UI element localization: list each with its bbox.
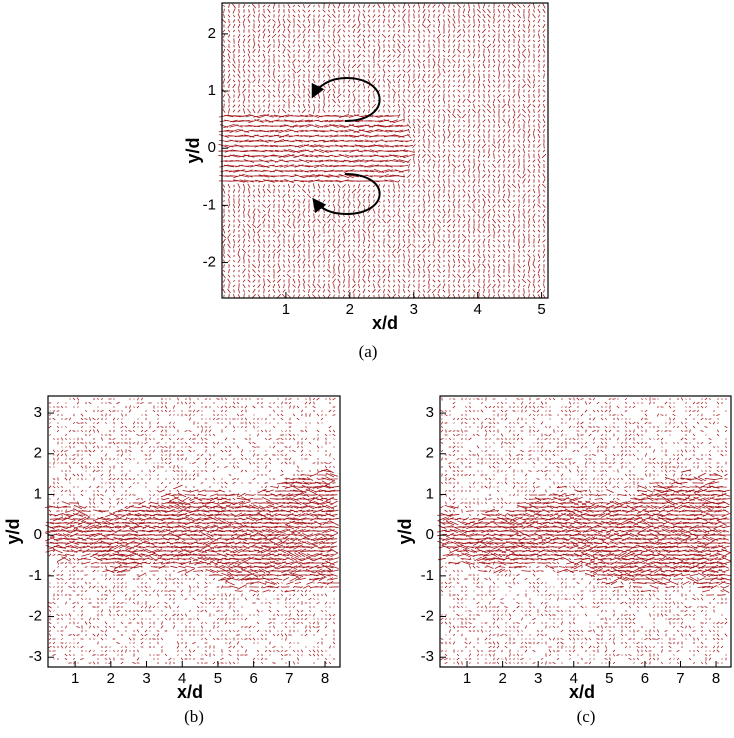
caption: (c): [577, 707, 596, 726]
x-tick-label: 7: [285, 670, 293, 687]
x-tick-label: 8: [712, 670, 720, 687]
x-tick-label: 2: [498, 670, 506, 687]
y-tick-label: 2: [208, 25, 216, 42]
caption: (a): [359, 342, 378, 361]
vector-field: [218, 3, 547, 299]
plot-frame: [47, 395, 341, 668]
y-tick-label: 0: [208, 139, 216, 156]
plot-frame: [439, 395, 732, 668]
vortex-arrow: [311, 76, 381, 122]
x-tick-label: 5: [214, 670, 222, 687]
x-tick-label: 4: [570, 670, 578, 687]
y-tick-label: -2: [421, 608, 434, 625]
vortex-arrow: [312, 173, 381, 216]
y-tick-label: 2: [426, 445, 434, 462]
x-tick-label: 2: [346, 301, 354, 318]
x-tick-label: 5: [537, 301, 545, 318]
y-axis-label: y/d: [183, 137, 203, 163]
x-tick-label: 5: [605, 670, 613, 687]
y-tick-label: -2: [203, 254, 216, 271]
y-tick-label: 0: [34, 526, 42, 543]
x-tick-label: 2: [107, 670, 115, 687]
y-tick-label: 3: [426, 404, 434, 421]
y-tick-label: -3: [421, 648, 434, 665]
x-tick-label: 4: [178, 670, 186, 687]
plot-frame: [221, 2, 549, 299]
x-tick-label: 6: [249, 670, 257, 687]
x-tick-label: 8: [321, 670, 329, 687]
x-tick-label: 1: [71, 670, 79, 687]
vector-field: [44, 397, 340, 665]
x-tick-label: 1: [282, 301, 290, 318]
x-tick-label: 6: [641, 670, 649, 687]
x-tick-label: 7: [676, 670, 684, 687]
y-tick-label: 3: [34, 404, 42, 421]
x-tick-label: 4: [474, 301, 482, 318]
vector-field: [436, 397, 732, 665]
x-axis-label: x/d: [569, 682, 595, 702]
y-tick-label: 2: [34, 445, 42, 462]
y-tick-label: -1: [203, 196, 216, 213]
x-tick-label: 3: [410, 301, 418, 318]
y-tick-label: -1: [421, 567, 434, 584]
y-axis-label: y/d: [395, 518, 415, 544]
y-tick-label: -1: [29, 567, 42, 584]
y-tick-label: -3: [29, 648, 42, 665]
y-axis-label: y/d: [3, 518, 23, 544]
x-axis-label: x/d: [372, 313, 398, 333]
x-tick-label: 3: [142, 670, 150, 687]
x-tick-label: 3: [534, 670, 542, 687]
y-tick-label: 1: [426, 485, 434, 502]
x-tick-label: 1: [463, 670, 471, 687]
x-axis-label: x/d: [177, 682, 203, 702]
y-tick-label: 1: [208, 82, 216, 99]
y-tick-label: 1: [34, 485, 42, 502]
y-tick-label: -2: [29, 608, 42, 625]
y-tick-label: 0: [426, 526, 434, 543]
caption: (b): [184, 707, 204, 726]
